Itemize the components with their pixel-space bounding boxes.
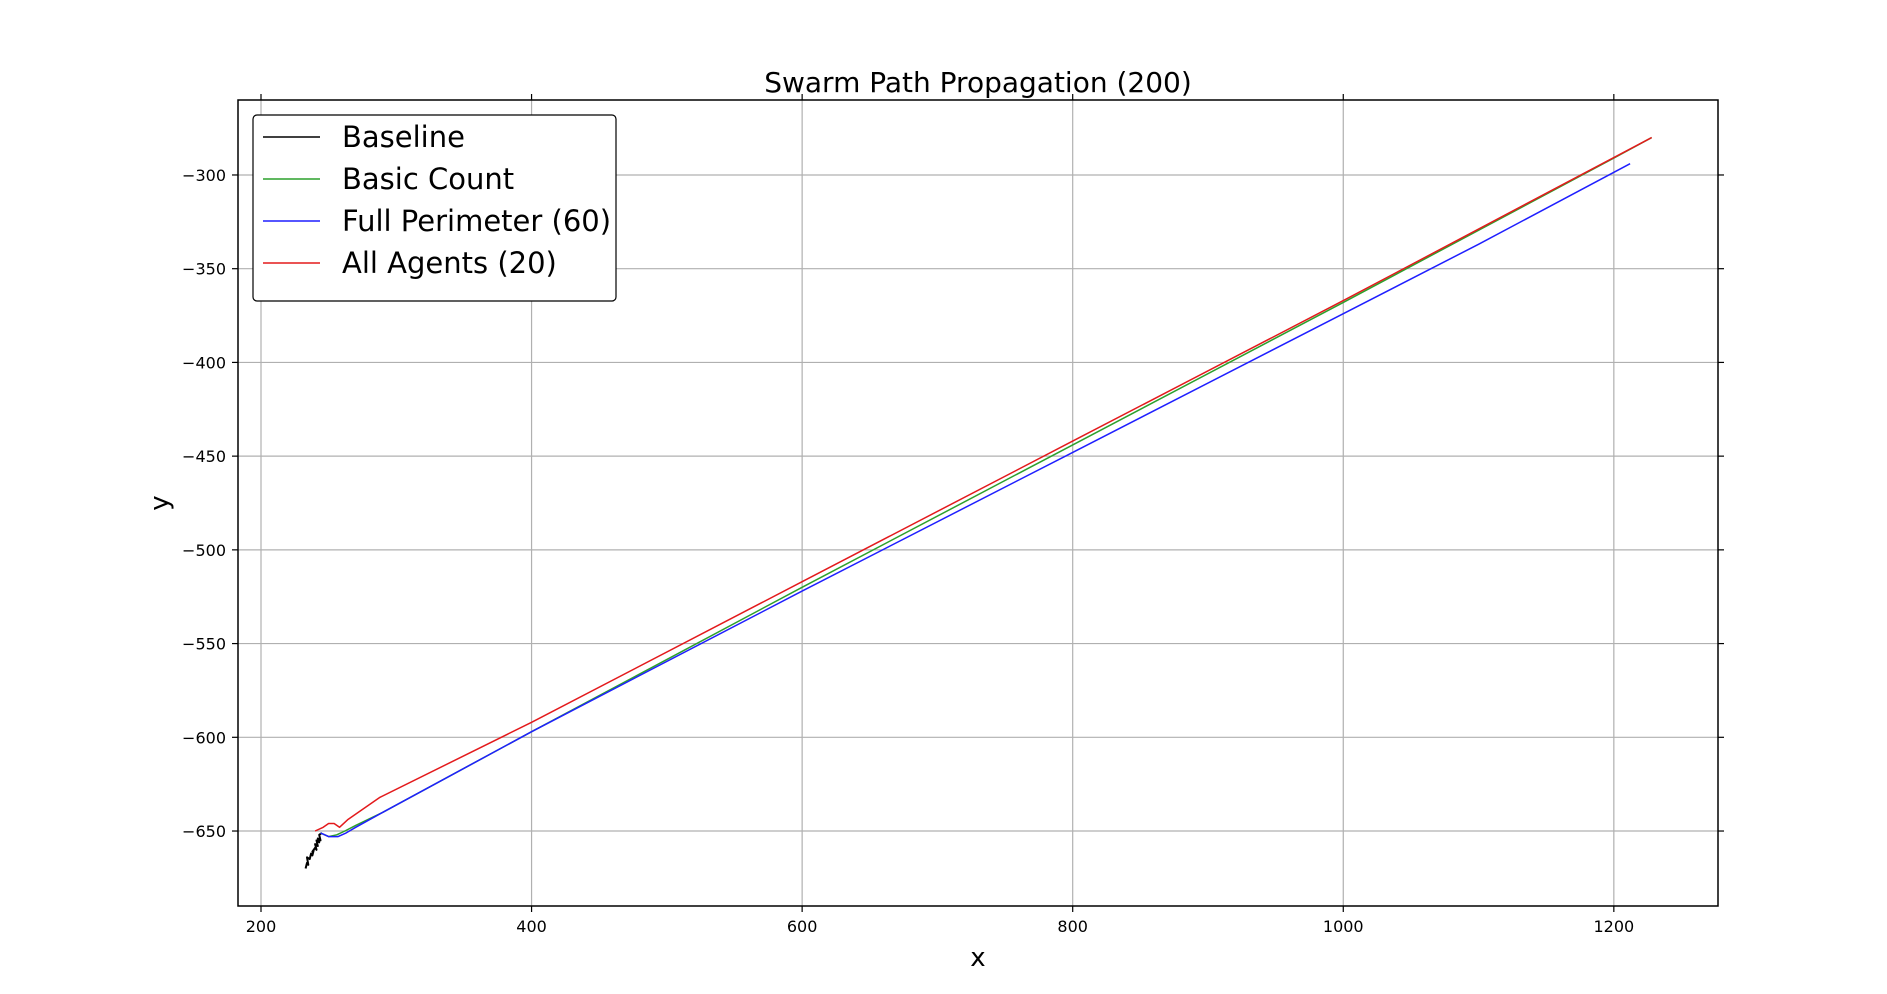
legend-label: Basic Count: [342, 162, 514, 196]
series-line-baseline: [304, 832, 323, 869]
series-line-full-perimeter-60: [320, 163, 1631, 838]
y-tick-label: −500: [182, 541, 226, 560]
plot-frame: [237, 99, 1719, 907]
series-layer: [304, 136, 1653, 869]
x-tick-label: 400: [516, 917, 547, 936]
chart-title: Swarm Path Propagation (200): [764, 66, 1192, 99]
x-tick-label: 800: [1057, 917, 1088, 936]
legend-label: Baseline: [342, 120, 465, 154]
legend: Baseline Basic Count Full Perimeter (60) Al…: [252, 114, 617, 302]
grid: [238, 100, 1718, 906]
y-tick-label: −300: [182, 166, 226, 185]
x-tick-label: 1200: [1593, 917, 1634, 936]
ticks: 200 400 600 800 1000 1200 −300 −350 −400 −450 −500…: [182, 94, 1724, 936]
legend-box: [252, 114, 617, 302]
y-tick-label: −350: [182, 260, 226, 279]
legend-label: Full Perimeter (60): [342, 204, 611, 238]
y-tick-label: −450: [182, 447, 226, 466]
y-axis-label: y: [145, 495, 175, 510]
y-tick-label: −650: [182, 822, 226, 841]
legend-label: All Agents (20): [342, 246, 557, 280]
y-tick-label: −600: [182, 728, 226, 747]
series-line-all-agents-20: [314, 136, 1653, 832]
x-tick-label: 600: [787, 917, 818, 936]
x-axis-label: x: [970, 943, 985, 973]
x-tick-label: 1000: [1323, 917, 1364, 936]
y-tick-label: −400: [182, 353, 226, 372]
y-tick-label: −550: [182, 635, 226, 654]
x-tick-label: 200: [246, 917, 277, 936]
